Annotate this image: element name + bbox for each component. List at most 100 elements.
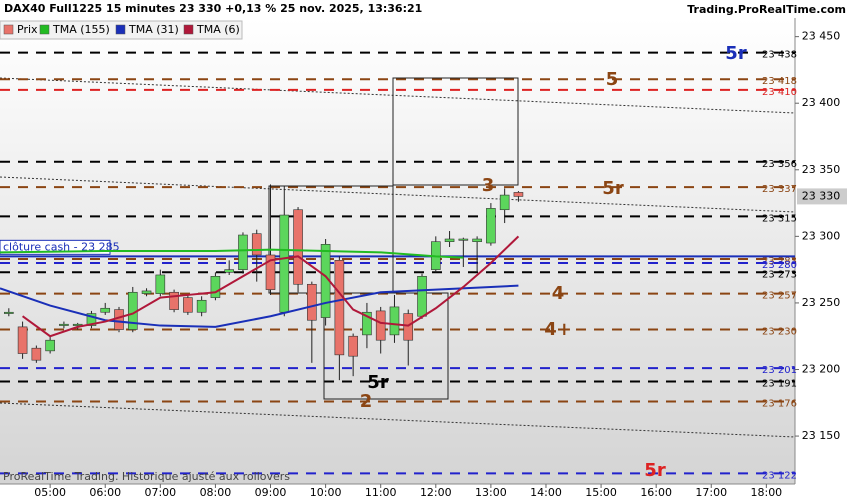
legend-label: TMA (155)	[52, 23, 110, 36]
x-tick-label: 06:00	[89, 486, 121, 499]
legend-swatch	[3, 24, 14, 35]
legend-swatch	[39, 24, 50, 35]
y-tick-label: 23 400	[802, 96, 841, 109]
trend-line	[0, 176, 796, 213]
candle-body	[362, 311, 372, 336]
y-tick-label: 23 200	[802, 362, 841, 375]
annotation: 5r	[725, 43, 747, 64]
candle-body	[307, 283, 317, 321]
last-price-box	[797, 188, 847, 205]
level-label: 23 438	[762, 50, 797, 61]
trend-line	[0, 402, 796, 438]
candle-body	[86, 313, 97, 326]
candle-body	[513, 192, 524, 197]
candle-body	[499, 194, 510, 211]
level-label: 23 283	[762, 256, 797, 267]
candle-body	[444, 238, 455, 242]
level-label: 23 230	[762, 327, 797, 338]
candle-body	[210, 275, 221, 298]
candle-body	[279, 214, 290, 313]
x-tick-label: 08:00	[200, 486, 232, 499]
candle-body	[4, 311, 14, 314]
candle-body	[458, 238, 469, 241]
candle-body	[265, 254, 276, 290]
level-label: 23 176	[762, 398, 797, 409]
annotation: 5	[606, 69, 619, 90]
candle-body	[334, 260, 345, 356]
candle-body	[389, 306, 400, 336]
x-tick-label: 11:00	[365, 486, 397, 499]
level-label: 23 315	[762, 213, 797, 224]
legend-label: TMA (31)	[128, 23, 179, 36]
x-tick-label: 18:00	[750, 486, 782, 499]
x-tick-label: 12:00	[420, 486, 452, 499]
x-tick-label: 16:00	[640, 486, 672, 499]
candle-body	[293, 209, 303, 285]
candle-body	[224, 269, 234, 273]
x-tick-label: 07:00	[144, 486, 176, 499]
annotation: 5r	[602, 178, 624, 199]
y-tick-label: 23 450	[802, 30, 841, 43]
candle-body	[141, 290, 152, 294]
x-tick-label: 14:00	[530, 486, 562, 499]
candle-body	[59, 323, 69, 326]
candle-body	[155, 274, 166, 294]
legend-label: TMA (6)	[196, 23, 240, 36]
y-tick-label: 23 250	[802, 296, 841, 309]
indicator-line	[22, 235, 520, 338]
candle-body	[251, 233, 262, 256]
footer: ProRealTime Trading. Historique ajusté a…	[3, 470, 290, 483]
candle-body	[100, 307, 111, 313]
level-label: 23 191	[762, 378, 797, 389]
candle-body	[472, 238, 482, 242]
candle-body	[45, 339, 55, 352]
plot	[0, 184, 524, 381]
legend-label: Prix	[17, 23, 38, 36]
candle-body	[196, 299, 207, 313]
level-label: 23 122	[762, 470, 797, 481]
legend-swatch	[115, 24, 126, 35]
indicator-line	[0, 284, 519, 328]
last-price-label: 23 330	[802, 189, 841, 202]
level-label: 23 410	[762, 87, 797, 98]
y-tick-label: 23 300	[802, 229, 841, 242]
x-tick-label: 10:00	[310, 486, 342, 499]
candle-body	[114, 309, 124, 330]
annotation: 4+	[544, 319, 572, 340]
y-tick-label: 23 350	[802, 163, 841, 176]
candle-body	[72, 323, 83, 326]
level-label: 23 280	[762, 260, 797, 271]
candle-body	[348, 335, 358, 357]
level-label: 23 337	[762, 184, 797, 195]
candle-body	[486, 208, 496, 244]
candle-body	[238, 234, 248, 270]
candle-body	[169, 291, 179, 310]
annotation: 5r	[367, 372, 389, 393]
level-label: 23 273	[762, 269, 797, 280]
candle-body	[31, 347, 42, 361]
zone-box	[392, 77, 519, 186]
annotation: 3	[482, 175, 495, 196]
indicator-line	[0, 248, 464, 259]
legend: Prix TMA (155) TMA (31) TMA (6)	[0, 20, 243, 40]
legend-swatch	[183, 24, 194, 35]
candle-body	[183, 297, 193, 313]
level-label: 23 356	[762, 159, 797, 170]
level-label: 23 418	[762, 76, 797, 87]
candle-body	[403, 313, 414, 341]
chart-title: DAX40 Full1225 15 minutes 23 330 +0,13 %…	[4, 2, 422, 15]
annotation: 5r	[644, 460, 666, 481]
x-tick-label: 17:00	[695, 486, 727, 499]
candle-body	[417, 275, 427, 317]
x-tick-label: 09:00	[255, 486, 287, 499]
cash-close-label: clôture cash - 23 285	[3, 240, 120, 253]
annotation: 2	[360, 391, 373, 412]
x-tick-label: 15:00	[585, 486, 617, 499]
candle-body	[17, 326, 28, 354]
y-tick-label: 23 150	[802, 429, 841, 442]
level-label: 23 201	[762, 365, 797, 376]
candle-body	[375, 310, 386, 341]
